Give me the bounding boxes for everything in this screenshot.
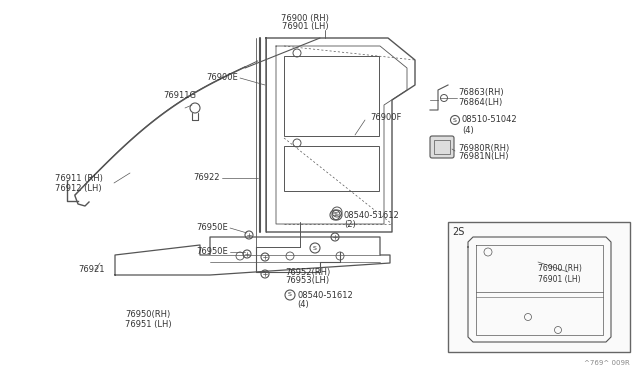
Text: 76901 (LH): 76901 (LH) (282, 22, 328, 32)
Text: 76950E: 76950E (196, 247, 228, 257)
Text: 76953(LH): 76953(LH) (285, 276, 329, 285)
Text: 2S: 2S (452, 227, 465, 237)
Text: S: S (313, 246, 317, 250)
Text: S: S (453, 118, 457, 122)
Text: 08540-51612: 08540-51612 (344, 211, 400, 219)
Text: 76900F: 76900F (370, 113, 401, 122)
Text: 76951 (LH): 76951 (LH) (125, 321, 172, 330)
Text: 76922: 76922 (193, 173, 220, 183)
Text: 76950E: 76950E (196, 224, 228, 232)
Bar (284, 146, 379, 191)
Text: S: S (333, 212, 337, 218)
Text: 76900 (RH): 76900 (RH) (281, 13, 329, 22)
Text: 76900E: 76900E (206, 74, 238, 83)
Text: 76912 (LH): 76912 (LH) (55, 183, 102, 192)
Text: 76863(RH): 76863(RH) (458, 89, 504, 97)
Text: 76981N(LH): 76981N(LH) (458, 153, 509, 161)
Text: S: S (288, 292, 292, 298)
FancyBboxPatch shape (430, 136, 454, 158)
Bar (434, 140, 450, 154)
Text: 76952(RH): 76952(RH) (285, 267, 330, 276)
Text: (4): (4) (462, 125, 474, 135)
Bar (448, 222, 630, 352)
Text: 76980R(RH): 76980R(RH) (458, 144, 509, 153)
Text: 76921: 76921 (78, 266, 104, 275)
Bar (284, 56, 379, 136)
Text: (2): (2) (344, 219, 356, 228)
Text: 76900 (RH)
76901 (LH): 76900 (RH) 76901 (LH) (538, 264, 582, 284)
Text: S: S (335, 212, 339, 218)
Text: 08510-51042: 08510-51042 (462, 115, 518, 125)
Text: 76950(RH): 76950(RH) (125, 311, 171, 320)
Text: 76864(LH): 76864(LH) (458, 97, 502, 106)
Text: 08540-51612: 08540-51612 (297, 291, 353, 299)
Text: ^769^ 009R: ^769^ 009R (584, 360, 630, 366)
Text: 76911 (RH): 76911 (RH) (55, 173, 103, 183)
Text: 76911G: 76911G (163, 90, 196, 99)
Text: (4): (4) (297, 299, 308, 308)
